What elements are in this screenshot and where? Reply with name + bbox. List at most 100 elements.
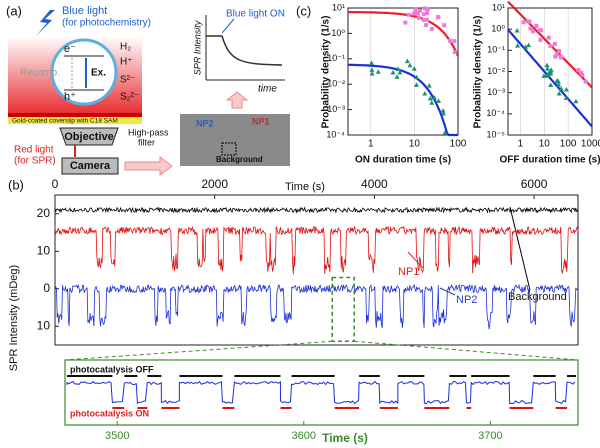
on-label: photocatalysis ON	[70, 408, 149, 418]
y-tick-label: 0	[43, 281, 50, 295]
scatter-point	[412, 11, 417, 16]
scatter-point	[552, 42, 557, 47]
sam-layer	[8, 113, 142, 117]
inset-trace	[66, 380, 576, 405]
image-label: NP2	[196, 118, 214, 128]
scatter-point	[442, 23, 447, 28]
scatter-point	[422, 90, 428, 96]
scatter-point	[452, 50, 457, 55]
zoom-region	[331, 276, 355, 342]
camera-box	[61, 157, 119, 175]
scatter-point	[404, 58, 410, 64]
scatter-point	[526, 19, 531, 24]
annotation-arrow	[221, 18, 235, 34]
scatter-point	[427, 95, 433, 101]
inset-ylabel: SPR Intensity	[192, 20, 202, 75]
scatter-point	[548, 67, 554, 72]
scatter-point	[440, 108, 446, 113]
image-label: Background	[216, 155, 263, 164]
x-tick-label: 4000	[361, 177, 388, 191]
scatter-point	[541, 73, 547, 78]
scatter-point	[573, 98, 579, 104]
y-tick-label: 10⁻⁴	[486, 108, 505, 118]
y-tick-label: 10¹	[492, 2, 505, 12]
objective-label: Objective	[64, 131, 114, 143]
label-pointer	[509, 206, 531, 291]
y-axis-label: Probability density (1/s)	[473, 16, 484, 129]
x-tick-label: 1000	[581, 139, 600, 150]
panel-label: (a)	[6, 3, 22, 18]
scatter-point	[579, 70, 584, 75]
lightning-icon	[36, 10, 55, 36]
panel-label: (b)	[8, 177, 24, 192]
scatter-point	[417, 8, 422, 13]
scatter-point	[521, 20, 526, 25]
scatter-point	[554, 77, 560, 83]
camera-label: Camera	[70, 160, 111, 172]
scatter-point	[421, 12, 426, 17]
objective-lens	[59, 127, 119, 146]
scatter-point	[548, 43, 553, 48]
y-axis-label: Probability density (1/s)	[321, 16, 332, 129]
image-label: NP1	[252, 116, 270, 126]
x-tick-label: 3700	[478, 430, 502, 442]
filter-label: filter	[138, 137, 155, 147]
y-tick-label: 10⁰	[491, 24, 505, 34]
series-label: NP1	[398, 266, 419, 278]
scatter-point	[411, 66, 417, 71]
filter-label: High-pass	[128, 127, 169, 137]
scatter-point	[395, 66, 401, 71]
scatter-point	[413, 82, 419, 87]
zoom-connector	[354, 340, 579, 361]
scatter-point	[416, 15, 421, 20]
x-axis-label: OFF duration time (s)	[499, 155, 600, 166]
scatter-point	[394, 74, 400, 79]
trace	[54, 206, 579, 214]
scatter-point	[421, 18, 426, 23]
plot-frame	[54, 194, 579, 346]
x-tick-label: 10	[409, 139, 421, 150]
product-label: H₂	[120, 42, 131, 53]
y-tick-label: 10¹	[332, 2, 345, 12]
spr-image	[180, 114, 290, 166]
x-tick-label: 3600	[292, 430, 316, 442]
scatter-point	[424, 17, 429, 22]
scatter-point	[526, 42, 532, 48]
scatter-point	[580, 72, 585, 77]
scatter-point	[553, 54, 558, 59]
scatter-point	[452, 39, 457, 44]
y-tick-label: 10⁰	[331, 28, 345, 38]
scatter-point	[425, 7, 430, 12]
arrow	[225, 91, 249, 109]
scatter-point	[369, 67, 375, 72]
x-tick-label: 1	[518, 139, 524, 150]
scatter-point	[426, 83, 432, 88]
substrate-label: Gold-coated coverslip with C18 SAM	[12, 118, 118, 125]
zoom-connector	[64, 340, 333, 361]
gold-coverslip	[8, 117, 142, 124]
scatter-point	[576, 68, 581, 73]
scatter-point	[556, 82, 562, 87]
scatter-point	[556, 91, 562, 96]
electron-label: e⁻	[64, 43, 76, 55]
x-tick-label: 1	[368, 139, 374, 150]
fit-curve	[348, 63, 458, 137]
y-tick-label: 10⁻³	[487, 87, 505, 97]
scatter-point	[369, 71, 375, 76]
scatter-point	[534, 23, 539, 28]
blue-light-label: Blue light	[62, 5, 107, 17]
scatter-point	[557, 48, 562, 53]
panel-label: (c)	[296, 3, 311, 18]
scatter-point	[406, 12, 411, 17]
y-tick-label: 10⁻²	[487, 66, 505, 76]
scatter-point	[422, 6, 427, 11]
scatter-point	[558, 54, 563, 59]
scatter-point	[546, 35, 551, 40]
off-label: photocatalysis OFF	[70, 364, 154, 374]
inset-curve	[206, 35, 283, 66]
scatter-point	[563, 86, 569, 92]
blue-light-sub: (for photochemistry)	[62, 18, 151, 29]
scatter-point	[530, 29, 535, 34]
y-tick-label: 10⁻⁵	[487, 129, 506, 139]
scatter-point	[440, 111, 446, 116]
